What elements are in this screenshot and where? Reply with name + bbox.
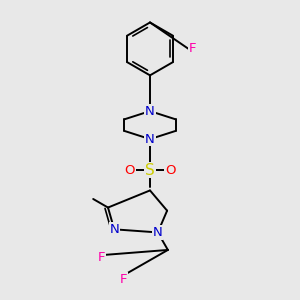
Text: N: N <box>110 223 119 236</box>
Text: N: N <box>145 133 155 146</box>
Text: N: N <box>153 226 163 239</box>
Text: F: F <box>98 251 106 264</box>
Text: F: F <box>189 42 196 56</box>
Text: F: F <box>120 273 127 286</box>
Text: S: S <box>145 163 155 178</box>
Text: O: O <box>124 164 135 177</box>
Text: N: N <box>145 105 155 118</box>
Text: O: O <box>165 164 175 177</box>
